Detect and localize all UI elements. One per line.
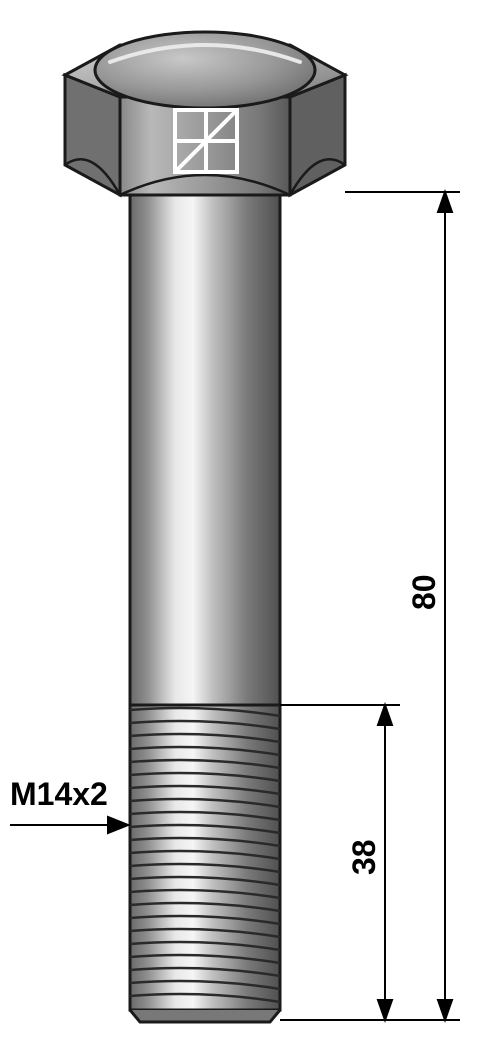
thread-length-label: 38 bbox=[346, 839, 382, 875]
bolt-diagram: M14x2 80 38 bbox=[0, 0, 500, 1050]
total-length-label: 80 bbox=[406, 574, 442, 610]
dimension-thread-length bbox=[280, 705, 400, 1020]
thread-spec-label: M14x2 bbox=[10, 776, 108, 812]
bolt-svg: M14x2 80 38 bbox=[0, 0, 500, 1050]
bolt-shank bbox=[130, 195, 280, 705]
thread-spec-arrow bbox=[10, 817, 128, 833]
bolt-thread bbox=[130, 705, 280, 1022]
